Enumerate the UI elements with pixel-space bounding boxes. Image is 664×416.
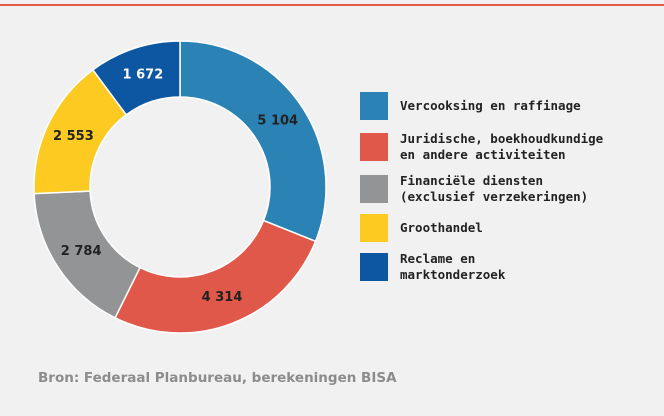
top-rule [0, 4, 664, 6]
legend-label: Financiële diensten (exclusief verzekeri… [400, 173, 589, 204]
value-label: 5 104 [257, 113, 298, 128]
value-label: 2 553 [53, 129, 94, 144]
legend-label: Juridische, boekhoudkundige en andere ac… [400, 131, 604, 162]
legend-item: Vercooksing en raffinage [360, 91, 581, 121]
value-label: 2 784 [61, 244, 102, 259]
source: Bron: Federaal Planbureau, berekeningen … [38, 370, 397, 386]
legend-label: Vercooksing en raffinage [400, 98, 581, 113]
legend-item: Juridische, boekhoudkundige en andere ac… [360, 131, 604, 162]
legend-swatch [360, 253, 388, 281]
legend-item: Reclame en marktonderzoek [360, 251, 506, 282]
value-label: 4 314 [202, 290, 243, 305]
legend-swatch [360, 214, 388, 242]
legend-swatch [360, 175, 388, 203]
legend-label: Groothandel [400, 220, 483, 235]
legend-label: Reclame en marktonderzoek [400, 251, 506, 282]
donut-segment [91, 40, 181, 116]
value-label: 1 672 [123, 67, 164, 82]
legend-item: Financiële diensten (exclusief verzekeri… [360, 173, 589, 204]
legend-item: Groothandel [360, 213, 483, 243]
legend-swatch [360, 133, 388, 161]
donut-segment [179, 40, 327, 243]
donut-segment [114, 219, 317, 334]
legend-swatch [360, 92, 388, 120]
